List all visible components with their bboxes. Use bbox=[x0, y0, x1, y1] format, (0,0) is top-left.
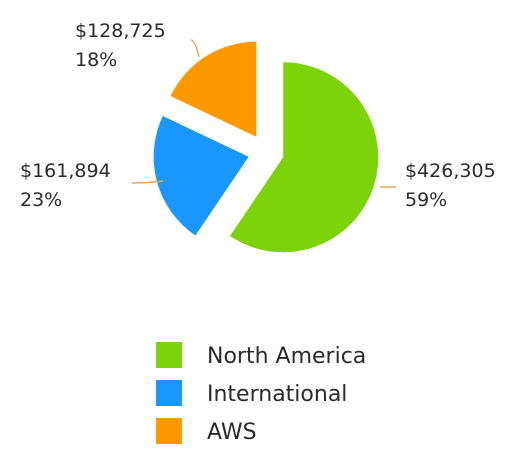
slices-layer bbox=[153, 41, 379, 253]
legend-swatch-aws bbox=[156, 418, 182, 444]
legend-label-international: International bbox=[207, 382, 347, 407]
data-label-value-aws: $128,725 bbox=[75, 20, 166, 42]
pie-slice-international bbox=[153, 116, 249, 236]
data-label-value-international: $161,894 bbox=[20, 160, 111, 182]
pie-slice-aws bbox=[170, 41, 257, 137]
legend-swatch-north-america bbox=[156, 342, 182, 368]
leader-lines-layer bbox=[131, 39, 397, 188]
data-label-value-north-america: $426,305 bbox=[405, 160, 496, 182]
leader-line-international bbox=[131, 180, 164, 184]
data-label-percent-aws: 18% bbox=[75, 49, 117, 71]
data-label-percent-international: 23% bbox=[20, 189, 62, 211]
legend-label-north-america: North America bbox=[207, 344, 366, 369]
legend-swatch-international bbox=[156, 380, 182, 406]
data-label-percent-north-america: 59% bbox=[405, 189, 447, 211]
legend: North America International AWS bbox=[156, 342, 366, 445]
legend-label-aws: AWS bbox=[207, 420, 257, 445]
leader-line-aws bbox=[190, 39, 200, 58]
data-labels-layer: $426,305 59% $161,894 23% $128,725 18% bbox=[20, 20, 496, 211]
pie-slice-north-america bbox=[229, 62, 379, 253]
